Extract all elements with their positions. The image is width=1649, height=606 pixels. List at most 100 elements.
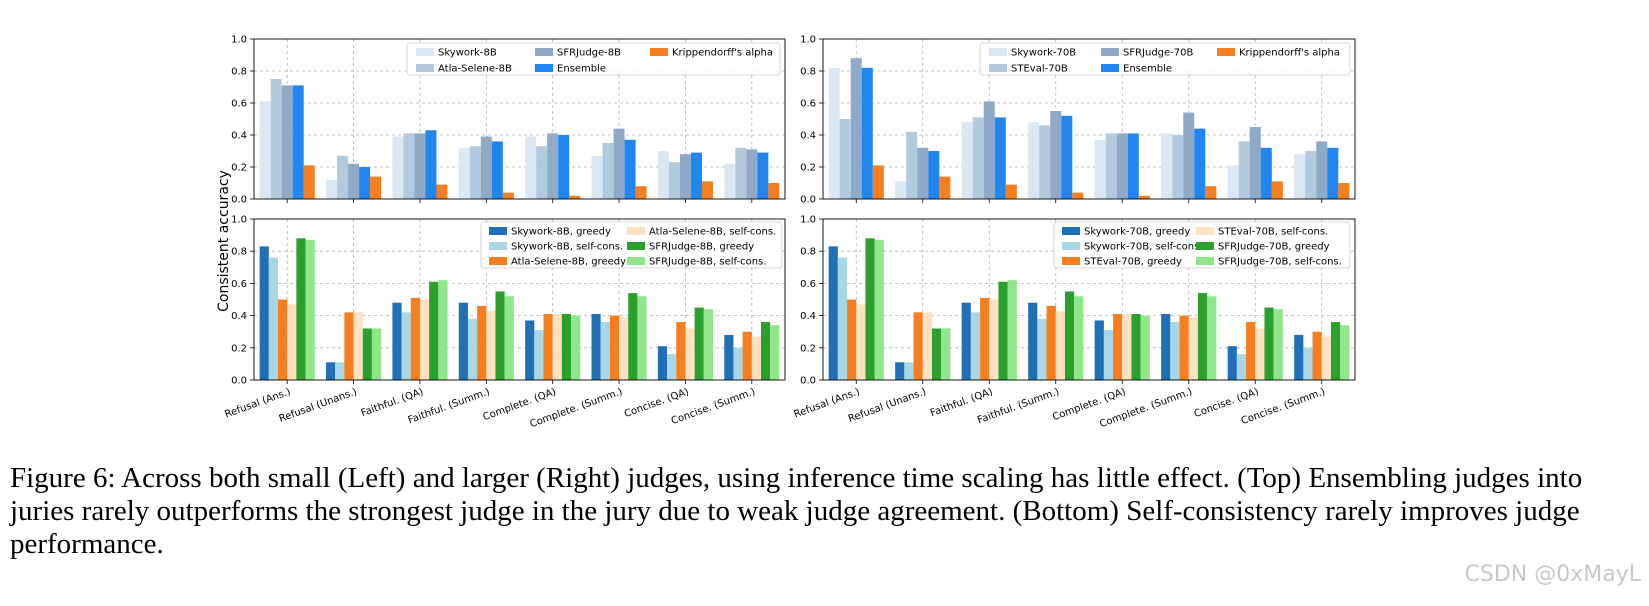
bar-sfrjudge-8b-greedy-refusal-ans	[296, 238, 306, 380]
bar-atla-selene-8b-greedy-concise-summ	[742, 331, 752, 380]
plot-frame	[253, 38, 786, 200]
bar-skywork-70b-self-cons-complete-summ	[1170, 322, 1180, 380]
bar-skywork-8b-self-cons-complete-qa	[534, 330, 544, 380]
legend-label-skywork-70b: Skywork-70B	[1011, 48, 1076, 59]
bar-sfrjudge-70b-complete-qa	[1116, 133, 1128, 199]
bar-sfrjudge-70b-self-cons-complete-summ	[1207, 296, 1217, 380]
bar-atla-selene-8b-concise-qa	[668, 162, 680, 199]
y-tick-label: 0.0	[231, 195, 247, 206]
bar-sfrjudge-70b-greedy-complete-summ	[1197, 293, 1208, 380]
y-tick-label: 1.0	[231, 35, 247, 46]
bar-krippendorff-s-alpha-concise-qa	[1271, 181, 1283, 199]
bar-krippendorff-s-alpha-complete-summ	[1205, 186, 1217, 199]
bar-atla-selene-8b-greedy-refusal-unans	[344, 312, 354, 380]
y-tick-label: 0.8	[800, 247, 816, 258]
legend-swatch-skywork-70b-greedy	[1062, 227, 1080, 235]
bar-steval-70b-refusal-ans	[839, 119, 851, 199]
bar-ensemble-concise-summ	[757, 152, 769, 199]
bar-sfrjudge-8b-refusal-ans	[281, 85, 293, 199]
bar-krippendorff-s-alpha-concise-qa	[701, 181, 713, 199]
bar-skywork-8b-greedy-faithful-summ	[458, 302, 468, 380]
bar-skywork-70b-faithful-qa	[961, 122, 973, 199]
bar-ensemble-refusal-ans	[292, 85, 304, 199]
bar-sfrjudge-8b-self-cons-refusal-unans	[371, 328, 382, 380]
legend-label-sfrjudge-8b: SFRJudge-8B	[557, 48, 621, 59]
bar-krippendorff-s-alpha-faithful-qa	[1005, 184, 1017, 199]
legend-label-steval-70b: STEval-70B	[1011, 64, 1068, 75]
bar-skywork-70b-concise-summ	[1294, 154, 1306, 199]
bar-ensemble-concise-qa	[690, 152, 702, 199]
legend-label-steval-70b-greedy: STEval-70B, greedy	[1084, 257, 1182, 268]
bar-skywork-70b-self-cons-complete-qa	[1103, 330, 1114, 380]
chart-top-right: 0.00.20.40.60.81.0Skywork-70BSTEval-70BS…	[800, 35, 1356, 206]
bar-atla-selene-8b-self-cons-refusal-unans	[353, 312, 363, 380]
bar-steval-70b-self-cons-complete-qa	[1122, 313, 1132, 380]
y-tick-label: 1.0	[800, 215, 816, 226]
bar-skywork-8b-greedy-refusal-unans	[326, 362, 336, 380]
bar-skywork-70b-self-cons-faithful-qa	[970, 312, 981, 380]
bar-skywork-8b-greedy-faithful-qa	[392, 302, 402, 380]
bar-steval-70b-faithful-qa	[972, 117, 984, 199]
bar-ensemble-complete-qa	[1127, 133, 1139, 199]
bar-sfrjudge-8b-concise-qa	[679, 154, 691, 199]
bar-atla-selene-8b-self-cons-faithful-summ	[486, 310, 496, 380]
bar-sfrjudge-70b-greedy-concise-qa	[1264, 307, 1274, 380]
bar-ensemble-faithful-summ	[491, 141, 503, 199]
bar-skywork-8b-greedy-concise-qa	[657, 346, 668, 380]
bar-sfrjudge-8b-self-cons-refusal-ans	[305, 239, 315, 380]
legend-swatch-sfrjudge-70b	[1101, 48, 1119, 56]
bar-skywork-8b-faithful-qa	[392, 136, 404, 199]
bar-sfrjudge-8b-greedy-refusal-unans	[362, 328, 372, 380]
chart-top-left: 0.0 0.2 0.4 0.6 0.8 1.0 Skywork-8B Atla-Selene-…	[231, 35, 786, 206]
bar-sfrjudge-8b-self-cons-concise-summ	[770, 325, 780, 380]
bar-skywork-70b-greedy-faithful-summ	[1028, 302, 1038, 380]
bar-ensemble-faithful-qa	[994, 117, 1006, 199]
legend-swatch-sfrjudge-8b	[535, 48, 553, 56]
y-tick-label: 0.8	[800, 67, 816, 78]
y-tick-label: 0.4	[800, 311, 816, 322]
bar-steval-70b-greedy-refusal-unans	[913, 312, 923, 380]
bar-skywork-70b-complete-qa	[1094, 139, 1106, 199]
bar-skywork-8b-faithful-summ	[458, 147, 470, 199]
bar-sfrjudge-8b-self-cons-complete-summ	[637, 296, 647, 380]
legend-label-ensemble: Ensemble	[557, 64, 606, 75]
bar-sfrjudge-8b-greedy-faithful-summ	[495, 291, 505, 380]
y-tick-label: 0.0	[800, 195, 816, 206]
bar-sfrjudge-70b-concise-summ	[1316, 141, 1328, 199]
bar-krippendorff-s-alpha-refusal-ans	[303, 165, 315, 199]
y-tick-label: 0.4	[231, 131, 247, 142]
bar-skywork-8b-concise-qa	[657, 151, 669, 199]
legend-swatch-sfrjudge-70b-self-cons	[1196, 257, 1214, 265]
bar-steval-70b-complete-summ	[1172, 135, 1184, 199]
legend-label-sfrjudge-70b: SFRJudge-70B	[1123, 48, 1194, 59]
bar-ensemble-faithful-summ	[1061, 115, 1073, 199]
y-tick-label: 0.2	[231, 343, 247, 354]
bar-skywork-70b-faithful-summ	[1028, 122, 1040, 199]
bar-sfrjudge-70b-greedy-concise-summ	[1330, 322, 1341, 380]
bar-skywork-8b-greedy-complete-summ	[591, 313, 601, 380]
bar-sfrjudge-70b-self-cons-concise-summ	[1340, 325, 1350, 380]
bar-steval-70b-refusal-unans	[906, 131, 918, 199]
bar-atla-selene-8b-faithful-summ	[469, 146, 481, 199]
bar-sfrjudge-70b-complete-summ	[1183, 112, 1195, 199]
legend-top-left: Skywork-8B Atla-Selene-8B SFRJudge-8B Ensem…	[406, 42, 781, 76]
bar-sfrjudge-8b-complete-summ	[613, 128, 625, 199]
bar-sfrjudge-8b-greedy-concise-qa	[694, 307, 704, 380]
legend-swatch-sfrjudge-8b-self-cons	[627, 257, 645, 265]
bar-sfrjudge-70b-self-cons-faithful-summ	[1074, 296, 1084, 380]
bar-ensemble-complete-summ	[624, 139, 636, 199]
bar-krippendorff-s-alpha-faithful-summ	[502, 192, 514, 199]
bar-steval-70b-greedy-faithful-qa	[980, 297, 990, 380]
plot-frame	[822, 218, 1356, 381]
bar-atla-selene-8b-complete-summ	[602, 143, 614, 199]
bar-krippendorff-s-alpha-faithful-summ	[1072, 192, 1084, 199]
bar-skywork-8b-refusal-ans	[259, 101, 271, 199]
bar-sfrjudge-70b-greedy-faithful-qa	[998, 281, 1008, 380]
legend-swatch-skywork-8b-self-cons	[489, 242, 507, 250]
bar-steval-70b-greedy-complete-summ	[1179, 315, 1189, 380]
bar-steval-70b-self-cons-concise-qa	[1255, 328, 1265, 380]
bar-ensemble-refusal-ans	[861, 67, 873, 199]
bar-skywork-70b-complete-summ	[1161, 133, 1173, 199]
bar-sfrjudge-70b-self-cons-complete-qa	[1140, 315, 1150, 380]
